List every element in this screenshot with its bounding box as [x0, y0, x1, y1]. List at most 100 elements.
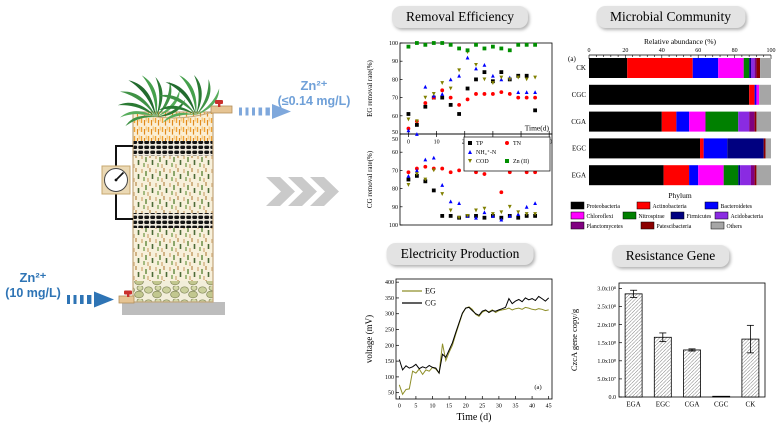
svg-text:EGC: EGC [572, 145, 586, 153]
resistance-panel: Resistance Gene 0.0 5.0x10⁷ 1.0x10⁸ 1.5x10⁸… [565, 235, 776, 436]
svg-text:0.0: 0.0 [609, 395, 617, 401]
flow-chevrons-icon [266, 177, 339, 206]
svg-text:EGA: EGA [626, 401, 640, 409]
svg-text:Relative abundance (%): Relative abundance (%) [644, 37, 717, 46]
electricity-production-chart: 50 100 150 200 250 300 350 400 0 5 10 15 20 25 30 35 40 4… [364, 278, 553, 423]
series-TP [406, 173, 538, 220]
electricity-panel: Electricity Production 50 100 150 200 250 300… [360, 235, 560, 436]
microbial-bars: CK CGC CGA EGC EGA [571, 58, 771, 186]
microbial-panel: Microbial Community Relative abundance (… [565, 0, 776, 235]
voltage-line-EG [398, 306, 549, 396]
segment-Bacteroidetes [754, 84, 757, 105]
svg-text:EG removal rate(%): EG removal rate(%) [366, 59, 374, 116]
segment-Patescibacteria [754, 165, 757, 186]
segment-Patescibacteria [756, 58, 761, 78]
svg-text:CG removal rate(%): CG removal rate(%) [366, 150, 374, 208]
svg-text:30: 30 [496, 404, 502, 410]
segment-Planctomycetes [750, 165, 755, 186]
segment-Actinobacteria [661, 111, 677, 132]
segment-Proteobacteria [589, 84, 750, 105]
electrode-layer-top [133, 141, 213, 156]
outlet-port [210, 100, 233, 114]
svg-text:60: 60 [695, 48, 701, 54]
segment-Firmicutes [738, 165, 741, 186]
bar-CGC [712, 395, 731, 398]
segment-Actinobacteria [700, 138, 704, 159]
svg-text:Planctomycetes: Planctomycetes [587, 224, 624, 230]
microbial-panel-title: Microbial Community [595, 6, 746, 28]
external-circuit [101, 145, 133, 220]
svg-text:60: 60 [392, 114, 398, 120]
wire-bottom [115, 191, 133, 220]
svg-text:45: 45 [546, 404, 552, 410]
bar-row-EGC [589, 138, 771, 159]
svg-text:CGC: CGC [714, 401, 729, 409]
bar-row-CGC [589, 84, 771, 105]
segment-Proteobacteria [589, 58, 628, 78]
bar-CK [741, 324, 760, 398]
inlet-port [118, 290, 135, 304]
segment-Chloroflexi [718, 58, 744, 78]
resistance-axes: 0.0 5.0x10⁷ 1.0x10⁸ 1.5x10⁸ 2.0x10⁸ 2.5x10⁸ 3.… [569, 282, 766, 401]
segment-Actinobacteria [749, 84, 755, 105]
svg-text:0: 0 [398, 404, 401, 410]
segment-Bacteroidetes [692, 58, 719, 78]
substrate-layer-upper [133, 156, 213, 213]
segment-Nitrospirae [743, 58, 750, 78]
inlet-valve-icon [124, 290, 132, 295]
svg-text:90: 90 [392, 59, 398, 65]
svg-text:40: 40 [659, 48, 665, 54]
voltage-line-CG [398, 295, 550, 375]
svg-text:60: 60 [392, 150, 398, 156]
svg-text:50: 50 [388, 391, 394, 397]
segment-Chloroflexi [698, 165, 724, 186]
segment-Proteobacteria [589, 111, 662, 132]
svg-text:0: 0 [407, 140, 410, 146]
segment-Chloroflexi [756, 84, 760, 105]
electricity-panel-title: Electricity Production [386, 243, 534, 265]
svg-text:40: 40 [529, 404, 535, 410]
svg-text:TN: TN [513, 141, 522, 147]
base-plate [122, 302, 225, 315]
svg-text:TP: TP [476, 141, 484, 147]
removal-panel: Removal Efficiency 01020304050Time(d)506… [360, 0, 560, 235]
bar-row-EGA [589, 165, 771, 186]
gravel-layer [133, 281, 213, 302]
svg-text:70: 70 [392, 96, 398, 102]
svg-text:Nitrospirae: Nitrospirae [639, 214, 666, 220]
svg-text:10: 10 [434, 140, 440, 146]
segment-Planctomycetes [754, 58, 757, 78]
series-COD [406, 168, 538, 220]
removal-panel-title: Removal Efficiency [391, 6, 529, 28]
svg-text:100: 100 [389, 223, 398, 229]
svg-text:1.5x10⁸: 1.5x10⁸ [597, 341, 616, 347]
segment-Acidobacteria [750, 58, 755, 78]
svg-text:2.0x10⁸: 2.0x10⁸ [597, 323, 616, 329]
svg-text:EGA: EGA [572, 171, 586, 179]
electrode-layer-bottom [133, 213, 213, 228]
svg-text:EG: EG [425, 287, 436, 296]
svg-text:Phylum: Phylum [668, 191, 692, 200]
svg-text:Actinobacteria: Actinobacteria [653, 204, 688, 210]
svg-text:5: 5 [414, 404, 417, 410]
svg-text:350: 350 [385, 296, 394, 302]
svg-text:100: 100 [767, 48, 776, 54]
phylum-legend: Proteobacteria Actinobacteria Bacteroidete… [570, 201, 763, 230]
segment-Chloroflexi [689, 111, 706, 132]
svg-text:CGC: CGC [572, 91, 587, 99]
svg-text:20: 20 [463, 404, 469, 410]
segment-Acidobacteria [740, 165, 751, 186]
svg-text:250: 250 [385, 328, 394, 334]
segment-Actinobacteria [627, 58, 693, 78]
segment-Planctomycetes [749, 111, 755, 132]
svg-text:50: 50 [392, 137, 398, 143]
svg-text:(a): (a) [534, 384, 541, 391]
bar-EGC [653, 332, 672, 398]
svg-text:100: 100 [389, 41, 398, 47]
svg-text:15: 15 [446, 404, 452, 410]
inlet-arrow-icon [67, 291, 114, 308]
svg-text:3.0x10⁸: 3.0x10⁸ [597, 287, 616, 293]
svg-text:70: 70 [392, 168, 398, 174]
eg-series [406, 41, 538, 136]
